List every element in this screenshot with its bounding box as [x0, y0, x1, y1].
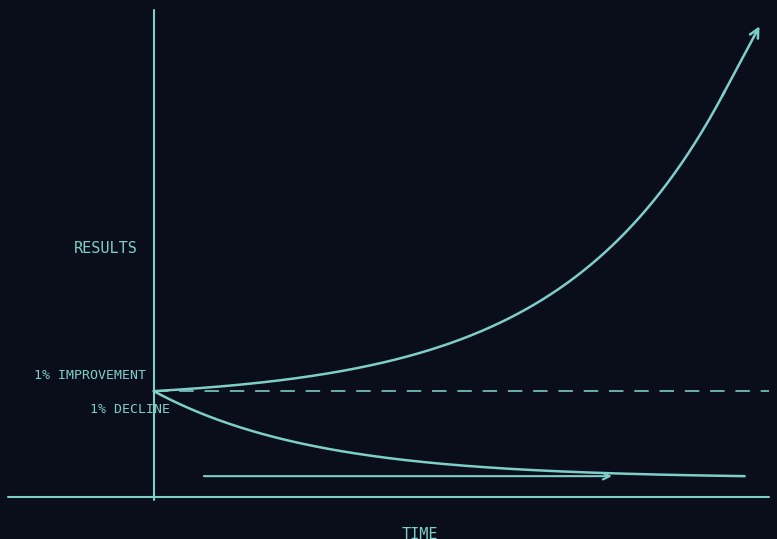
Text: TIME: TIME [402, 527, 438, 539]
Text: 1% IMPROVEMENT: 1% IMPROVEMENT [33, 369, 146, 382]
Text: RESULTS: RESULTS [74, 241, 138, 256]
Text: 1% DECLINE: 1% DECLINE [90, 403, 170, 416]
